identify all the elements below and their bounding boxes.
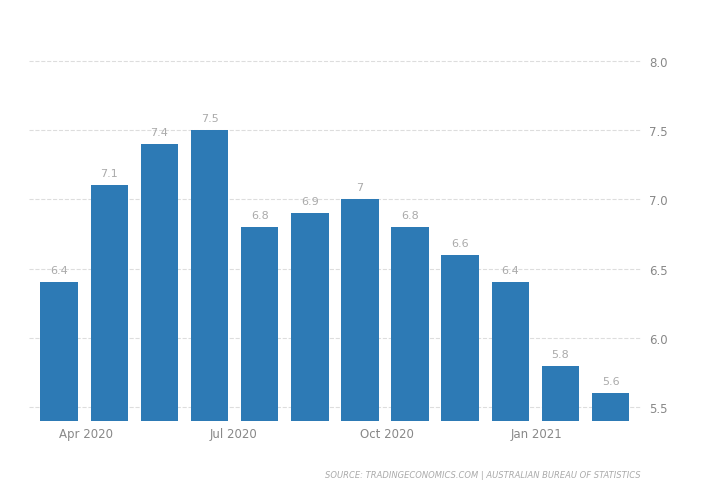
Bar xyxy=(291,213,328,484)
Text: 7.5: 7.5 xyxy=(201,114,218,124)
Text: 5.8: 5.8 xyxy=(552,349,569,359)
Bar xyxy=(191,131,229,484)
Text: 6.9: 6.9 xyxy=(301,197,319,207)
Bar xyxy=(40,283,78,484)
Bar xyxy=(542,366,579,484)
Text: 7.4: 7.4 xyxy=(151,128,168,137)
Text: 6.6: 6.6 xyxy=(451,238,469,248)
Text: 5.6: 5.6 xyxy=(602,377,620,387)
Text: 6.4: 6.4 xyxy=(502,266,519,276)
Bar xyxy=(441,255,479,484)
Text: 6.8: 6.8 xyxy=(251,211,269,221)
Bar xyxy=(90,186,128,484)
Text: 6.4: 6.4 xyxy=(50,266,68,276)
Bar xyxy=(491,283,529,484)
Text: 7.1: 7.1 xyxy=(100,169,118,179)
Text: 6.8: 6.8 xyxy=(401,211,419,221)
Bar xyxy=(341,200,379,484)
Text: SOURCE: TRADINGECONOMICS.COM | AUSTRALIAN BUREAU OF STATISTICS: SOURCE: TRADINGECONOMICS.COM | AUSTRALIA… xyxy=(325,470,641,479)
Bar xyxy=(592,393,630,484)
Bar xyxy=(391,227,429,484)
Bar xyxy=(241,227,279,484)
Text: 7: 7 xyxy=(357,183,363,193)
Bar xyxy=(141,145,178,484)
